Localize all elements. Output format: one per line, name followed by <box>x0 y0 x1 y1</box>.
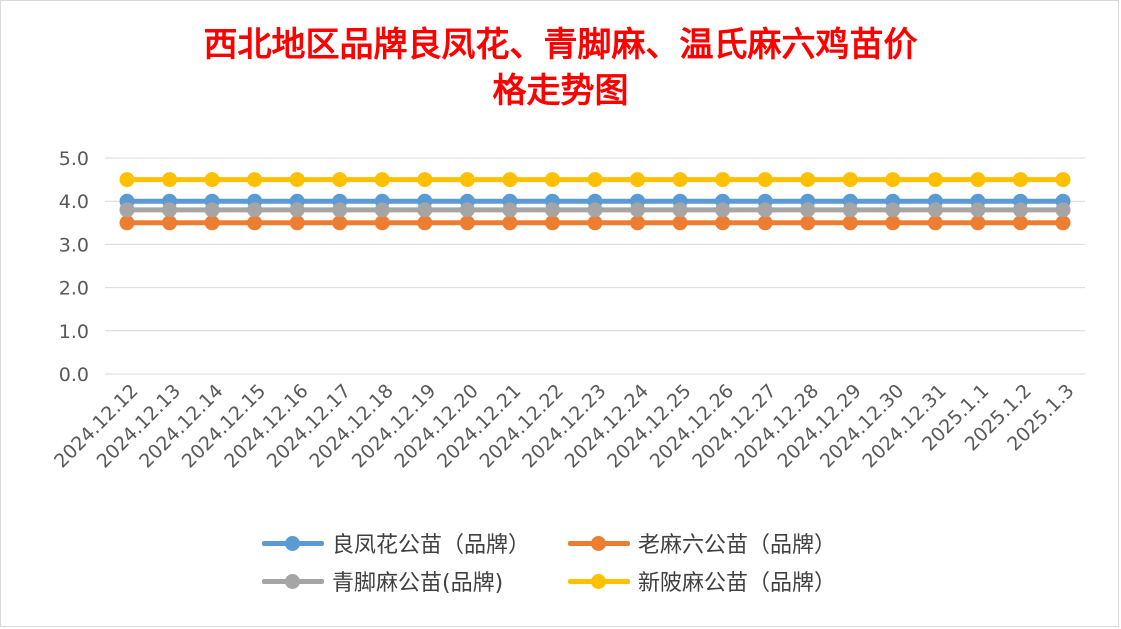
data-point <box>459 172 475 188</box>
data-point <box>417 202 433 218</box>
legend-item: 老麻六公苗（品牌） <box>568 528 836 558</box>
data-point <box>927 215 943 231</box>
data-point <box>630 202 646 218</box>
y-tick-label: 1.0 <box>59 321 89 343</box>
data-point <box>332 172 348 188</box>
data-point <box>1012 172 1028 188</box>
data-point <box>630 172 646 188</box>
legend-label: 青脚麻公苗(品牌) <box>332 571 504 596</box>
data-point <box>162 172 178 188</box>
data-point <box>970 202 986 218</box>
data-point <box>715 172 731 188</box>
data-point <box>1012 202 1028 218</box>
data-point <box>885 202 901 218</box>
y-tick-label: 4.0 <box>59 191 89 213</box>
data-point <box>502 202 518 218</box>
data-point <box>247 202 263 218</box>
data-point <box>332 215 348 231</box>
data-point <box>459 215 475 231</box>
data-point <box>715 215 731 231</box>
data-point <box>885 215 901 231</box>
data-point <box>757 172 773 188</box>
data-point <box>459 202 475 218</box>
data-point <box>672 215 688 231</box>
legend-label: 新陂麻公苗（品牌） <box>638 571 837 596</box>
data-point <box>672 172 688 188</box>
data-point <box>289 172 305 188</box>
data-point <box>374 215 390 231</box>
data-point <box>204 202 220 218</box>
data-point <box>247 172 263 188</box>
data-point <box>204 172 220 188</box>
y-tick-label: 0.0 <box>59 364 89 386</box>
series-3 <box>119 172 1071 188</box>
legend-marker <box>262 528 324 558</box>
data-point <box>289 202 305 218</box>
data-point <box>502 172 518 188</box>
y-tick-label: 3.0 <box>59 234 89 256</box>
series-2 <box>119 202 1071 218</box>
data-point <box>672 202 688 218</box>
data-point <box>885 172 901 188</box>
data-point <box>374 172 390 188</box>
data-point <box>715 202 731 218</box>
data-point <box>374 202 390 218</box>
data-point <box>587 215 603 231</box>
data-point <box>970 172 986 188</box>
data-point <box>162 215 178 231</box>
legend-item: 青脚麻公苗(品牌) <box>262 566 503 596</box>
legend-marker <box>568 528 630 558</box>
data-point <box>544 215 560 231</box>
data-point <box>162 202 178 218</box>
data-point <box>757 215 773 231</box>
data-point <box>970 215 986 231</box>
legend-label: 老麻六公苗（品牌） <box>638 533 837 558</box>
legend-item: 新陂麻公苗（品牌） <box>568 566 836 596</box>
data-point <box>502 215 518 231</box>
data-point <box>247 215 263 231</box>
data-point <box>544 202 560 218</box>
data-point <box>842 172 858 188</box>
data-point <box>544 172 560 188</box>
chart-title-line-1: 西北地区品牌良凤花、青脚麻、温氏麻六鸡苗价 <box>203 25 918 65</box>
data-point <box>800 215 816 231</box>
chart-title-line-2: 格走势图 <box>492 71 629 111</box>
data-point <box>1012 215 1028 231</box>
legend-marker <box>568 566 630 596</box>
data-point <box>587 172 603 188</box>
data-point <box>289 215 305 231</box>
series-1 <box>119 215 1071 231</box>
legend-marker <box>262 566 324 596</box>
data-point <box>927 172 943 188</box>
data-point <box>927 202 943 218</box>
data-point <box>119 172 135 188</box>
data-point <box>842 215 858 231</box>
y-tick-label: 5.0 <box>59 148 89 170</box>
data-point <box>630 215 646 231</box>
data-point <box>119 202 135 218</box>
data-point <box>1055 172 1071 188</box>
data-point <box>204 215 220 231</box>
chart-title: 西北地区品牌良凤花、青脚麻、温氏麻六鸡苗价 格走势图 <box>0 22 1121 114</box>
data-point <box>1055 202 1071 218</box>
data-point <box>757 202 773 218</box>
data-point <box>800 172 816 188</box>
data-point <box>417 172 433 188</box>
data-point <box>119 215 135 231</box>
data-point <box>842 202 858 218</box>
data-point <box>800 202 816 218</box>
data-point <box>332 202 348 218</box>
data-point <box>587 202 603 218</box>
legend-item: 良凤花公苗（品牌） <box>262 528 530 558</box>
data-point <box>417 215 433 231</box>
data-point <box>1055 215 1071 231</box>
legend-label: 良凤花公苗（品牌） <box>332 533 531 558</box>
y-tick-label: 2.0 <box>59 278 89 300</box>
